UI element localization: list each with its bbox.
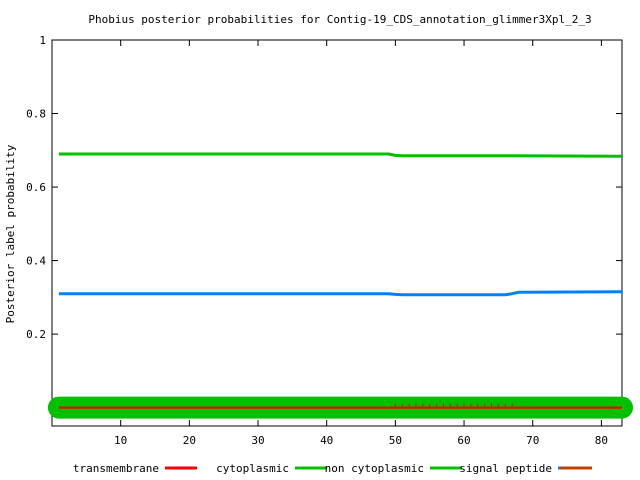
x-tick-label: 80 (595, 434, 608, 447)
x-tick-label: 20 (183, 434, 196, 447)
y-tick-label: 1 (39, 34, 46, 47)
series-line-non-cytoplasmic (58, 152, 623, 158)
x-tick-label: 10 (114, 434, 127, 447)
x-tick-label: 50 (389, 434, 402, 447)
y-tick-label: 0.8 (26, 108, 46, 121)
y-axis-label: Posterior label probability (4, 144, 17, 323)
legend-label: transmembrane (73, 462, 159, 475)
legend-label: signal peptide (459, 462, 552, 475)
y-tick-label: 0.2 (26, 328, 46, 341)
chart-title: Phobius posterior probabilities for Cont… (88, 13, 591, 26)
legend: transmembrane cytoplasmic non cytoplasmic s… (73, 462, 592, 475)
series-line-signal-peptide (58, 290, 623, 297)
plot-frame (51, 39, 623, 427)
legend-label: non cytoplasmic (325, 462, 424, 475)
y-tick-label: 0.6 (26, 181, 46, 194)
x-tick-label: 60 (457, 434, 470, 447)
x-tick-label: 40 (320, 434, 333, 447)
plot-area: 0.2 0.4 0.6 0.8 1 10 20 30 40 50 60 70 80 (26, 34, 633, 447)
y-tick-label: 0.4 (26, 255, 46, 268)
x-tick-label: 30 (251, 434, 264, 447)
legend-label: cytoplasmic (216, 462, 289, 475)
x-tick-label: 70 (526, 434, 539, 447)
